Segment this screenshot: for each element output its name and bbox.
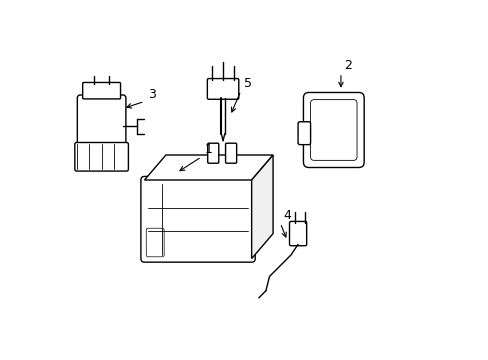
FancyBboxPatch shape bbox=[77, 95, 125, 147]
FancyBboxPatch shape bbox=[141, 176, 255, 262]
FancyBboxPatch shape bbox=[75, 143, 128, 171]
Polygon shape bbox=[251, 155, 272, 258]
FancyBboxPatch shape bbox=[298, 122, 310, 145]
Text: 1: 1 bbox=[204, 143, 212, 156]
Text: 4: 4 bbox=[283, 209, 291, 222]
FancyBboxPatch shape bbox=[82, 82, 121, 99]
FancyBboxPatch shape bbox=[303, 93, 364, 167]
Text: 3: 3 bbox=[147, 88, 155, 101]
FancyBboxPatch shape bbox=[225, 143, 236, 163]
Text: 2: 2 bbox=[344, 59, 351, 72]
Text: 5: 5 bbox=[244, 77, 251, 90]
FancyBboxPatch shape bbox=[207, 143, 218, 163]
FancyBboxPatch shape bbox=[207, 78, 238, 99]
FancyBboxPatch shape bbox=[289, 221, 306, 246]
Polygon shape bbox=[144, 155, 272, 180]
FancyBboxPatch shape bbox=[146, 228, 164, 257]
FancyBboxPatch shape bbox=[310, 100, 356, 160]
